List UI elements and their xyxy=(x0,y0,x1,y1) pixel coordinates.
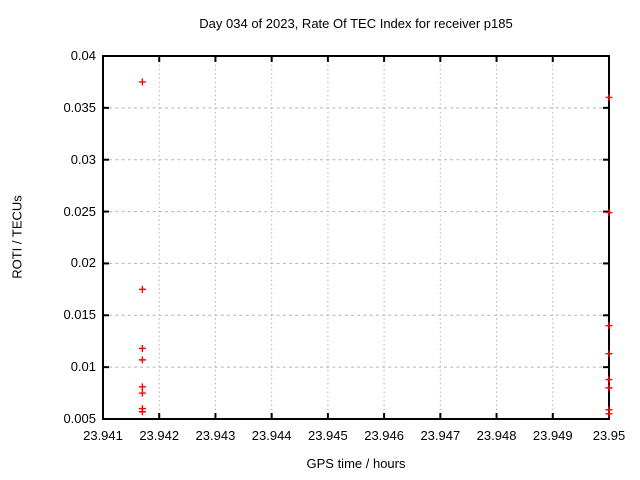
x-tick-label: 23.947 xyxy=(420,428,461,443)
data-point-marker xyxy=(605,410,613,418)
x-tick-label: 23.942 xyxy=(139,428,180,443)
x-axis-label: GPS time / hours xyxy=(306,456,406,471)
x-tick-label: 23.95 xyxy=(592,428,626,443)
y-tick-label: 0.04 xyxy=(70,48,96,63)
data-points xyxy=(138,78,613,418)
data-point-marker xyxy=(605,384,613,392)
y-tick-label: 0.025 xyxy=(63,203,96,219)
y-tick-label: 0.005 xyxy=(63,411,96,426)
x-tick-label: 23.945 xyxy=(307,428,348,443)
data-point-marker xyxy=(605,322,613,330)
x-tick-label: 23.946 xyxy=(364,428,404,443)
y-tick-label: 0.03 xyxy=(70,151,96,167)
y-tick-label: 0.015 xyxy=(63,307,96,323)
chart-title: Day 034 of 2023, Rate Of TEC Index for r… xyxy=(199,16,513,31)
x-tick-label: 23.949 xyxy=(532,428,573,443)
x-tick-label: 23.943 xyxy=(195,428,236,443)
data-point-marker xyxy=(138,78,146,86)
data-point-marker xyxy=(138,408,146,416)
data-point-marker xyxy=(138,383,146,391)
data-point-marker xyxy=(138,389,146,397)
y-tick-label: 0.02 xyxy=(70,255,96,271)
tick-marks xyxy=(102,55,610,420)
data-point-marker xyxy=(605,376,613,384)
plot-border xyxy=(102,55,610,420)
grid-layer xyxy=(103,56,609,419)
y-tick-label: 0.035 xyxy=(63,99,96,115)
y-tick-label: 0.01 xyxy=(70,359,96,375)
border-layer xyxy=(102,55,610,420)
data-point-marker xyxy=(138,344,146,352)
data-point-marker xyxy=(605,93,613,101)
x-tick-label: 23.948 xyxy=(476,428,517,443)
x-tick-label: 23.941 xyxy=(83,428,123,443)
data-point-marker xyxy=(138,356,146,364)
x-tick-label: 23.944 xyxy=(251,428,292,443)
data-point-marker xyxy=(138,285,146,293)
data-point-marker xyxy=(605,209,613,217)
data-point-marker xyxy=(605,350,613,358)
